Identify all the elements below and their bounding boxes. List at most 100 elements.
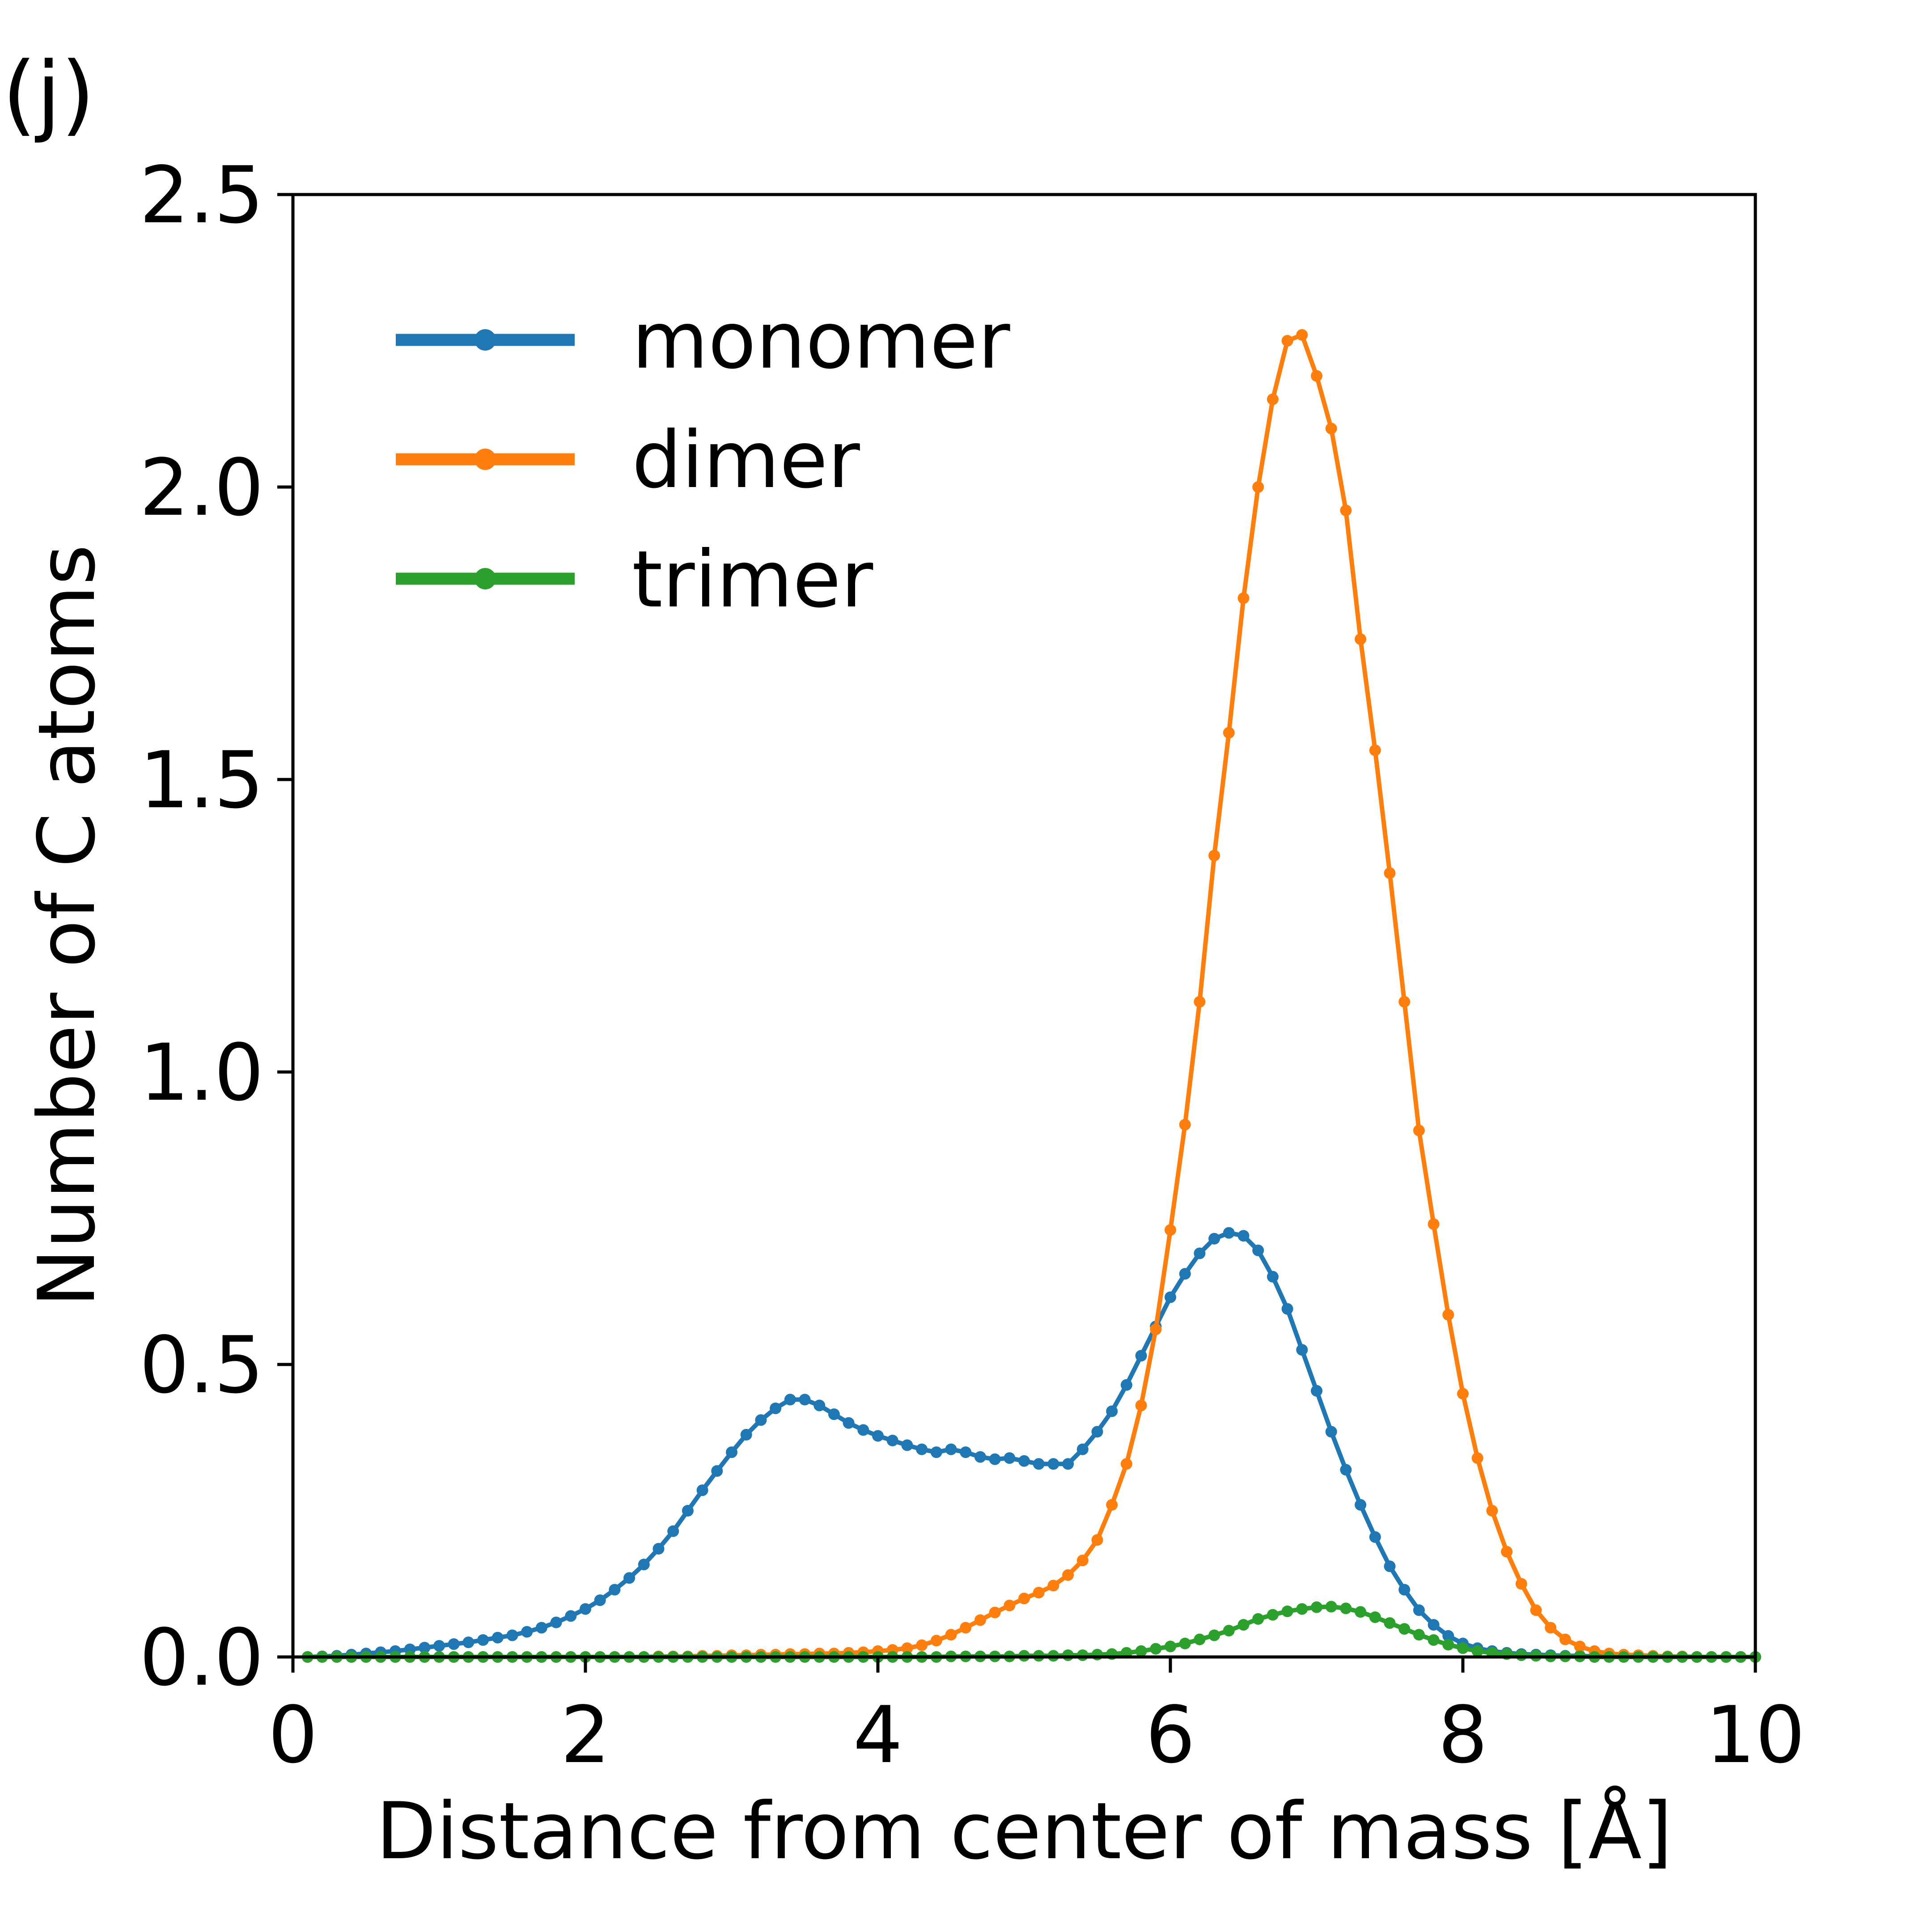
dimer-point xyxy=(1208,850,1220,861)
monomer-point xyxy=(565,1610,577,1622)
x-tick-label: 6 xyxy=(1145,1690,1195,1781)
monomer-point xyxy=(609,1584,621,1596)
x-tick-label: 0 xyxy=(268,1690,318,1781)
legend-label-trimer: trimer xyxy=(632,534,873,625)
dimer-point xyxy=(1296,329,1308,341)
trimer-point xyxy=(1325,1601,1337,1613)
monomer-point xyxy=(828,1408,840,1420)
trimer-point xyxy=(1442,1639,1454,1651)
monomer-point xyxy=(755,1414,767,1426)
legend-item-trimer: trimer xyxy=(396,534,873,625)
monomer-point xyxy=(857,1424,869,1436)
monomer-point xyxy=(872,1430,884,1442)
axes-frame xyxy=(291,193,1757,1659)
trimer-point xyxy=(1428,1634,1440,1646)
legend-label-monomer: monomer xyxy=(632,296,1010,386)
monomer-point xyxy=(1237,1230,1250,1242)
x-tick-label: 10 xyxy=(1706,1690,1805,1781)
dimer-point xyxy=(1355,633,1367,645)
trimer-point xyxy=(1237,1619,1250,1631)
monomer-point xyxy=(974,1451,986,1463)
x-tick-label: 2 xyxy=(560,1690,610,1781)
monomer-point xyxy=(1413,1604,1425,1616)
monomer-point xyxy=(1223,1227,1235,1239)
monomer-point xyxy=(1428,1619,1440,1631)
y-tick-label: 0.5 xyxy=(140,1320,264,1411)
dimer-point xyxy=(1004,1599,1016,1611)
trimer-point xyxy=(1194,1633,1206,1645)
monomer-point xyxy=(960,1446,972,1458)
trimer-point xyxy=(1413,1629,1425,1641)
monomer-point xyxy=(1033,1458,1045,1470)
monomer-point xyxy=(1135,1350,1147,1362)
dimer-point xyxy=(930,1635,942,1647)
trimer-point xyxy=(1076,1649,1089,1661)
dimer-point xyxy=(1559,1633,1571,1645)
legend: monomer dimer trimer xyxy=(396,296,1010,625)
trimer-point xyxy=(1384,1617,1396,1629)
monomer-point xyxy=(1369,1531,1381,1543)
dimer-point xyxy=(960,1622,972,1634)
legend-marker-dimer xyxy=(475,449,496,470)
monomer-point xyxy=(1281,1303,1293,1315)
trimer-point xyxy=(1340,1602,1352,1614)
dimer-point xyxy=(1457,1388,1469,1400)
monomer-point xyxy=(1267,1271,1279,1283)
dimer-point xyxy=(916,1639,928,1651)
dimer-point xyxy=(1442,1309,1454,1321)
y-axis-label: Number of C atoms xyxy=(22,544,113,1307)
dimer-point xyxy=(1018,1593,1030,1605)
trimer-point xyxy=(1296,1603,1308,1615)
dimer-point xyxy=(1165,1224,1176,1236)
y-tick-label: 2.0 xyxy=(140,443,264,534)
legend-label-dimer: dimer xyxy=(632,415,860,506)
monomer-point xyxy=(594,1594,606,1606)
monomer-point xyxy=(667,1525,679,1537)
monomer-point xyxy=(696,1484,708,1496)
trimer-point xyxy=(1091,1648,1103,1661)
monomer-point xyxy=(550,1616,562,1628)
dimer-point xyxy=(1530,1604,1542,1616)
monomer-point xyxy=(843,1417,855,1429)
monomer-point xyxy=(433,1640,445,1652)
legend-item-dimer: dimer xyxy=(396,415,860,506)
dimer-point xyxy=(1281,335,1293,347)
dimer-point xyxy=(974,1614,986,1626)
dimer-point xyxy=(1194,996,1206,1008)
dimer-point xyxy=(1223,727,1235,739)
dimer-point xyxy=(945,1629,957,1641)
monomer-point xyxy=(1004,1452,1016,1464)
dimer-point xyxy=(1325,423,1337,435)
monomer-point xyxy=(623,1572,636,1584)
monomer-point xyxy=(901,1439,913,1451)
legend-marker-trimer xyxy=(475,568,496,589)
trimer-point xyxy=(1457,1642,1469,1654)
monomer-point xyxy=(740,1429,752,1441)
monomer-point xyxy=(1340,1464,1352,1476)
y-tick-label: 2.5 xyxy=(140,150,264,241)
dimer-point xyxy=(1106,1499,1118,1511)
x-axis-ticks: 0 2 4 6 8 10 xyxy=(268,1657,1805,1781)
monomer-point xyxy=(1296,1344,1308,1356)
dimer-point xyxy=(1120,1458,1132,1470)
monomer-point xyxy=(477,1634,489,1646)
monomer-point xyxy=(1442,1630,1454,1642)
dimer-point xyxy=(1267,393,1279,405)
monomer-point xyxy=(770,1402,782,1415)
trimer-point xyxy=(1281,1606,1293,1617)
monomer-point xyxy=(1194,1247,1206,1259)
trimer-point xyxy=(1135,1645,1147,1657)
monomer-point xyxy=(1355,1499,1367,1511)
legend-marker-monomer xyxy=(475,329,496,351)
monomer-point xyxy=(784,1394,796,1406)
dimer-point xyxy=(1252,481,1264,493)
dimer-point xyxy=(1311,370,1322,382)
monomer-point xyxy=(1018,1455,1030,1467)
dimer-point xyxy=(1091,1534,1103,1546)
trimer-point xyxy=(1150,1643,1162,1655)
dimer-point xyxy=(1545,1622,1557,1634)
legend-item-monomer: monomer xyxy=(396,296,1010,386)
monomer-point xyxy=(682,1505,694,1517)
